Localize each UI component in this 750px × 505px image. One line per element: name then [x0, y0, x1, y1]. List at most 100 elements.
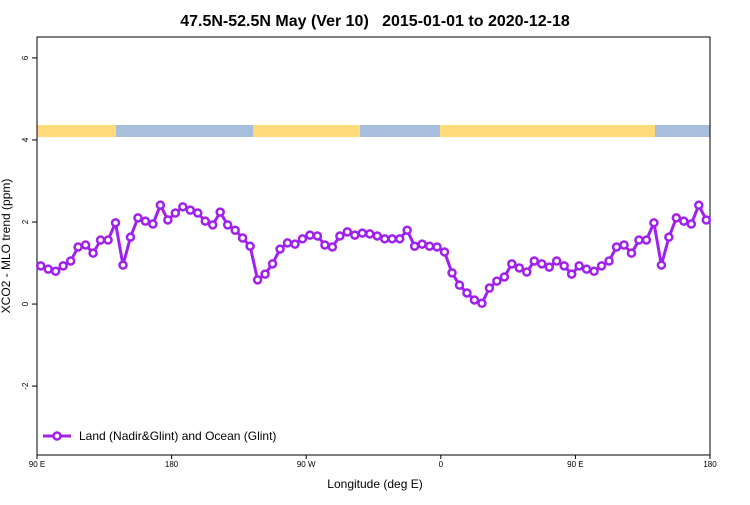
x-tick-label: 0	[439, 460, 444, 469]
data-point	[492, 276, 502, 286]
data-point	[462, 288, 472, 298]
data-point	[686, 219, 697, 229]
data-point	[484, 283, 495, 293]
y-tick-label: 2	[21, 219, 30, 224]
data-point	[499, 272, 510, 282]
data-point	[327, 242, 338, 252]
data-point	[148, 219, 158, 229]
y-tick-label: 6	[21, 55, 30, 60]
chart-title: 47.5N-52.5N May (Ver 10) 2015-01-01 to 2…	[180, 13, 570, 30]
data-point	[215, 207, 225, 217]
data-point	[477, 298, 487, 308]
data-point	[619, 240, 629, 250]
data-point	[320, 240, 330, 250]
data-point	[604, 256, 614, 266]
data-point	[664, 232, 674, 242]
data-point	[297, 234, 308, 244]
data-point	[267, 259, 278, 269]
data-point	[409, 241, 420, 251]
land-segment	[253, 125, 360, 137]
ocean-segment	[360, 125, 440, 137]
ocean-segment	[116, 125, 253, 137]
legend-marker	[52, 431, 62, 441]
data-point	[103, 235, 113, 245]
data-point	[290, 239, 300, 249]
data-point	[656, 260, 667, 270]
data-point	[574, 261, 584, 271]
x-tick-label: 180	[703, 460, 717, 469]
data-point	[679, 216, 689, 226]
data-point	[387, 234, 397, 244]
data-point	[469, 295, 480, 305]
data-point	[118, 260, 128, 270]
data-point	[551, 256, 562, 266]
data-point	[163, 215, 173, 225]
data-point	[529, 256, 540, 266]
legend-label: Land (Nadir&Glint) and Ocean (Glint)	[79, 429, 276, 443]
data-point	[394, 234, 405, 244]
ocean-segment	[655, 125, 710, 137]
data-point	[125, 232, 136, 242]
data-point	[701, 215, 712, 225]
plot-frame	[36, 36, 711, 456]
data-point	[566, 269, 577, 279]
data-point	[260, 269, 270, 279]
data-point	[80, 240, 91, 250]
data-point	[544, 262, 554, 272]
data-point	[155, 200, 166, 210]
data-point	[559, 261, 569, 271]
data-point	[454, 280, 465, 290]
data-point	[335, 231, 345, 241]
y-tick-label: 4	[21, 137, 30, 142]
data-point	[193, 208, 203, 218]
data-point	[282, 238, 293, 248]
data-point	[671, 213, 682, 223]
data-point	[110, 218, 121, 228]
data-point	[207, 220, 218, 230]
land-segment	[37, 125, 116, 137]
data-point	[581, 264, 592, 274]
data-point	[237, 233, 248, 243]
data-point	[230, 225, 240, 235]
data-point	[694, 200, 704, 210]
data-point	[537, 259, 547, 269]
data-point	[305, 230, 315, 240]
data-point	[73, 242, 83, 252]
data-point	[95, 235, 106, 245]
data-point	[514, 263, 525, 273]
data-point	[222, 220, 233, 230]
data-point	[439, 247, 450, 257]
data-point	[252, 275, 263, 285]
data-point	[357, 228, 368, 238]
data-point	[245, 241, 255, 251]
data-point	[649, 218, 659, 228]
x-tick-label: 90 E	[29, 460, 45, 469]
data-point	[372, 231, 382, 241]
data-point	[589, 266, 599, 276]
data-point	[178, 202, 188, 212]
y-tick-label: 0	[21, 301, 30, 306]
data-point	[634, 235, 644, 245]
data-point	[522, 267, 532, 277]
x-tick-label: 180	[165, 460, 179, 469]
data-point	[43, 264, 53, 274]
data-point	[312, 231, 323, 241]
land-ocean-strip	[37, 125, 710, 137]
data-point	[133, 213, 143, 223]
data-point	[402, 225, 412, 235]
data-point	[611, 242, 622, 252]
data-point	[365, 229, 375, 239]
data-point	[641, 235, 652, 245]
data-point	[140, 216, 151, 226]
x-tick-label: 90 E	[567, 460, 583, 469]
data-point	[447, 268, 457, 278]
data-point	[170, 208, 181, 218]
y-tick-label: -2	[21, 382, 30, 390]
data-point	[185, 205, 196, 215]
data-point	[432, 242, 442, 252]
data-point	[50, 266, 61, 276]
data-point	[626, 248, 637, 258]
land-segment	[440, 125, 655, 137]
data-point	[417, 239, 427, 249]
